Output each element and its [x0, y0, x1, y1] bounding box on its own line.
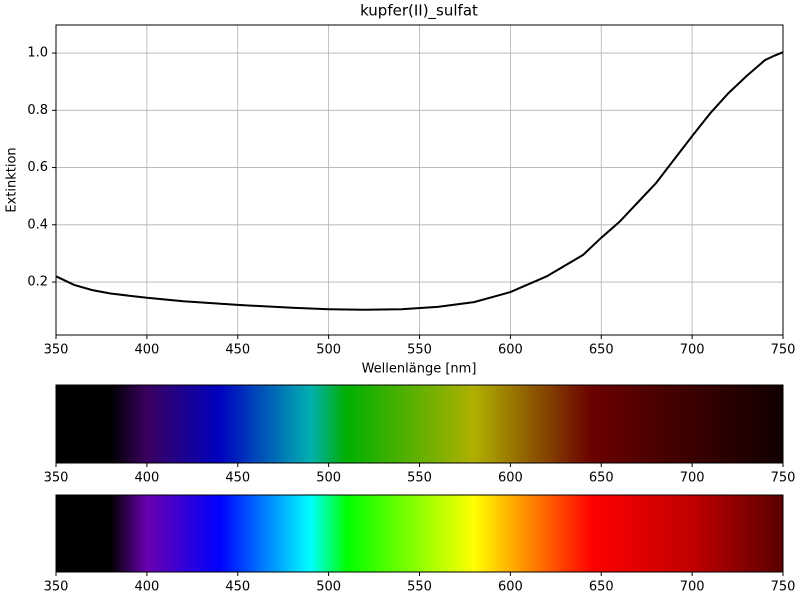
x-tick-label: 400: [134, 471, 159, 486]
x-tick-label: 750: [771, 580, 796, 595]
x-tick-label: 750: [771, 471, 796, 486]
x-tick-label: 400: [134, 580, 159, 595]
x-tick-label: 550: [407, 343, 432, 358]
x-tick-label: 600: [498, 580, 523, 595]
x-tick-label: 600: [498, 471, 523, 486]
x-tick-label: 500: [316, 471, 341, 486]
x-tick-label: 650: [589, 471, 614, 486]
y-tick-label: 0.6: [27, 160, 48, 175]
chart-title: kupfer(II)_sulfat: [360, 2, 478, 21]
data-line: [55, 51, 784, 311]
spectrum-bar: [55, 494, 784, 573]
x-axis-label: Wellenlänge [nm]: [362, 362, 477, 377]
plot-frame: [55, 24, 784, 336]
x-tick-label: 650: [589, 580, 614, 595]
x-tick-label: 650: [589, 343, 614, 358]
y-tick-label: 1.0: [27, 46, 48, 61]
spectrum-bar: [55, 384, 784, 464]
x-tick-label: 350: [44, 343, 69, 358]
x-tick-label: 550: [407, 580, 432, 595]
x-tick-label: 700: [680, 580, 705, 595]
y-tick-label: 0.8: [27, 103, 48, 118]
x-tick-label: 400: [134, 343, 159, 358]
x-tick-label: 500: [316, 580, 341, 595]
y-tick-label: 0.4: [27, 217, 48, 232]
x-tick-label: 500: [316, 343, 341, 358]
x-tick-label: 450: [225, 343, 250, 358]
x-tick-label: 350: [44, 580, 69, 595]
x-tick-label: 600: [498, 343, 523, 358]
x-tick-label: 750: [771, 343, 796, 358]
x-tick-label: 450: [225, 471, 250, 486]
x-tick-label: 700: [680, 471, 705, 486]
x-tick-label: 550: [407, 471, 432, 486]
x-tick-label: 450: [225, 580, 250, 595]
y-tick-label: 0.2: [27, 275, 48, 290]
x-tick-label: 700: [680, 343, 705, 358]
x-tick-label: 350: [44, 471, 69, 486]
y-axis-label: Extinktion: [5, 147, 20, 212]
